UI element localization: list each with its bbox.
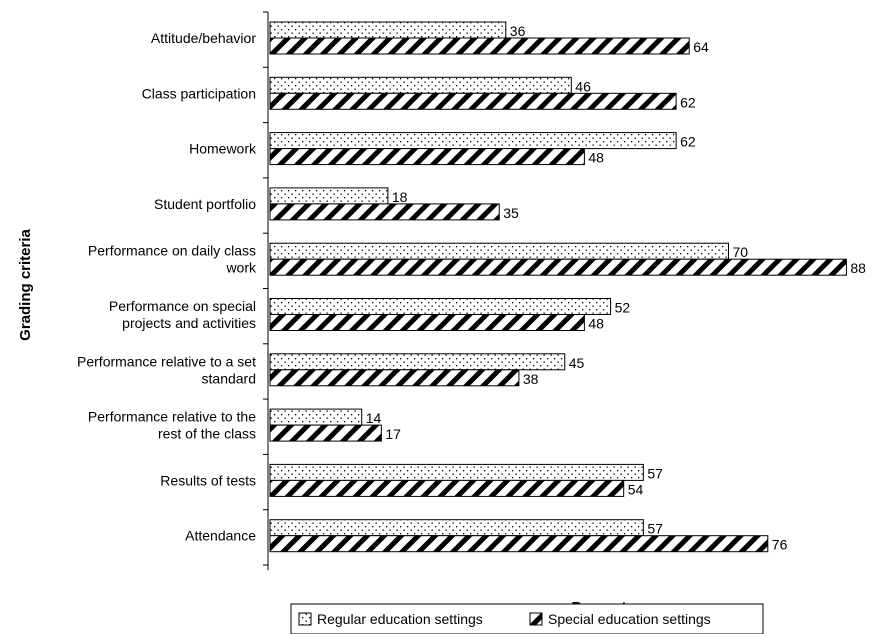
bar-special: [269, 258, 847, 276]
category-label-line: Performance relative to a set: [77, 353, 256, 369]
value-label-regular: 57: [647, 465, 663, 481]
legend-swatch-special: [529, 612, 543, 626]
legend: Regular education settings Special educa…: [290, 603, 764, 634]
value-label-regular: 57: [647, 521, 663, 537]
category-label: Attendance: [185, 528, 256, 544]
value-label-regular: 18: [392, 189, 408, 205]
category-label: Homework: [189, 141, 257, 157]
category-label-line: rest of the class: [158, 426, 256, 442]
category-label-line: standard: [202, 370, 256, 386]
value-label-special: 88: [850, 260, 866, 276]
category-label: Performance on daily class work: [88, 243, 257, 276]
bar-regular: [269, 76, 572, 94]
value-label-special: 64: [693, 39, 709, 55]
bar-regular: [269, 463, 644, 481]
bar-regular: [269, 187, 389, 205]
category-label: Performance relative to the rest of the c…: [88, 409, 256, 442]
y-axis-ticks: [263, 11, 268, 566]
legend-swatch-regular: [298, 612, 312, 626]
value-label-regular: 45: [569, 355, 585, 371]
bar-special: [269, 92, 677, 110]
labels-layer: Attitude/behavior 36 64 Class participation…: [77, 23, 866, 553]
value-label-regular: 36: [510, 23, 526, 39]
bar-special: [269, 148, 585, 166]
value-label-regular: 70: [733, 244, 749, 260]
category-label-line: Attitude/behavior: [151, 30, 256, 46]
bar-regular: [269, 242, 729, 260]
category-label-line: Performance relative to the: [88, 409, 256, 425]
category-label-line: Attendance: [185, 528, 256, 544]
value-label-special: 35: [503, 205, 519, 221]
category-label: Performance relative to a set standard: [77, 353, 256, 386]
category-label-line: work: [225, 260, 257, 276]
bar-regular: [269, 21, 507, 39]
bar-special: [269, 479, 625, 497]
category-label: Attitude/behavior: [151, 30, 256, 46]
category-label-line: Student portfolio: [154, 196, 256, 212]
value-label-regular: 62: [680, 134, 696, 150]
bar-regular: [269, 298, 612, 315]
category-label-line: Homework: [189, 141, 257, 157]
bars-layer: [269, 21, 847, 553]
category-label-line: Performance on daily class: [88, 243, 256, 259]
category-label: Student portfolio: [154, 196, 256, 212]
category-label-line: projects and activities: [122, 315, 256, 331]
category-label: Performance on special projects and activ…: [109, 298, 256, 331]
value-label-special: 62: [680, 94, 696, 110]
value-label-special: 54: [628, 481, 644, 497]
value-label-regular: 14: [366, 410, 382, 426]
bar-special: [269, 314, 585, 331]
value-label-special: 38: [523, 371, 539, 387]
value-label-special: 76: [772, 537, 788, 553]
category-label-line: Results of tests: [160, 472, 256, 488]
category-label-line: Performance on special: [109, 298, 256, 314]
bar-special: [269, 37, 690, 55]
bar-special: [269, 424, 382, 442]
bar-special: [269, 369, 520, 387]
bar-regular: [269, 132, 677, 150]
legend-box: [290, 603, 764, 634]
category-label: Class participation: [142, 85, 256, 101]
category-label-line: Class participation: [142, 85, 256, 101]
bar-regular: [269, 519, 644, 537]
y-axis-title: Grading criteria: [17, 228, 34, 340]
value-label-special: 17: [385, 426, 401, 442]
bar-regular: [269, 353, 566, 371]
value-label-special: 48: [588, 150, 604, 166]
bar-regular: [269, 408, 363, 426]
category-label: Results of tests: [160, 472, 256, 488]
bar-special: [269, 535, 769, 553]
value-label-special: 48: [588, 316, 604, 332]
value-label-regular: 46: [575, 78, 591, 94]
value-label-regular: 52: [615, 300, 631, 316]
legend-label-regular: Regular education settings: [317, 611, 483, 627]
legend-label-special: Special education settings: [548, 611, 711, 627]
bar-special: [269, 203, 500, 221]
